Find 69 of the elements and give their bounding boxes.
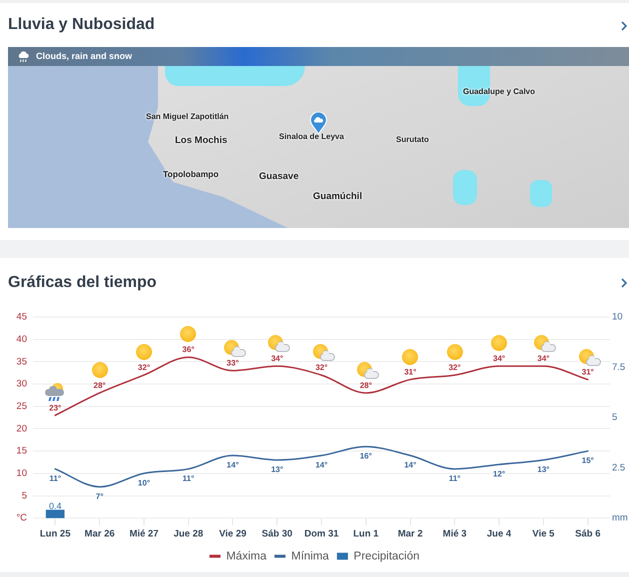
data-label: 0.4	[48, 501, 62, 512]
x-tick-label: Mié 3	[442, 528, 467, 540]
data-label: 34°	[492, 354, 506, 364]
x-tick-label: Mié 27	[129, 528, 158, 540]
data-label: 14°	[404, 460, 416, 470]
data-label: 31°	[582, 368, 594, 377]
y-tick-label: 30	[16, 378, 27, 390]
text: Guadalupe y Calvo	[463, 87, 536, 97]
x-tick-label: Sáb 30	[262, 528, 292, 540]
y2-tick-label: 10	[612, 312, 623, 323]
x-tick-label: Lun 1	[353, 528, 380, 540]
text: Clouds, rain and snow	[36, 50, 132, 62]
data-label: 13°	[271, 465, 284, 474]
data-label: 12°	[492, 469, 506, 478]
data-label: 32°	[138, 363, 150, 372]
data-label: 28°	[360, 380, 372, 390]
data-label: 33°	[226, 358, 239, 368]
text: Guamúchil	[313, 191, 362, 203]
y2-tick-label: 7.5	[612, 362, 626, 373]
legend-label: Máxima	[226, 550, 268, 562]
x-tick-label: Vie 5	[532, 528, 556, 540]
y2-tick-label: 5	[612, 412, 618, 424]
data-label: 32°	[315, 363, 328, 372]
data-label: 34°	[537, 354, 550, 364]
data-label: 11°	[49, 474, 62, 483]
y-tick-label: 5	[22, 490, 27, 502]
data-label: 13°	[537, 465, 550, 474]
y-tick-label: 10	[16, 468, 27, 480]
y-tick-label: °C	[16, 512, 28, 524]
y-tick-label: 45	[16, 312, 27, 323]
data-label: 34°	[271, 354, 284, 364]
x-tick-label: Vie 29	[219, 528, 246, 540]
y2-tick-label: mm	[612, 512, 628, 524]
y-tick-label: 40	[16, 334, 27, 345]
data-label: 14°	[226, 460, 239, 470]
data-label: 16°	[360, 452, 372, 461]
y-tick-label: 25	[16, 401, 27, 412]
text: Sinaloa de Leyva	[279, 132, 344, 142]
x-tick-label: Jue 4	[486, 528, 512, 540]
y-tick-label: 35	[16, 356, 27, 368]
x-tick-label: Mar 2	[398, 528, 423, 540]
y-tick-label: 20	[16, 423, 27, 434]
y-tick-label: 15	[16, 446, 27, 457]
x-tick-label: Sáb 6	[575, 528, 600, 540]
data-label: 11°	[182, 474, 194, 483]
data-label: 14°	[315, 460, 328, 470]
text: Topolobampo	[163, 168, 219, 180]
text: San Miguel Zapotitlán	[146, 112, 229, 122]
data-label: 23°	[49, 403, 62, 412]
text: Guasave	[259, 171, 299, 183]
x-tick-label: Jue 28	[174, 528, 204, 540]
text: Los Mochis	[175, 135, 228, 147]
x-tick-label: Lun 25	[40, 528, 72, 540]
data-label: 11°	[448, 474, 460, 483]
x-tick-label: Dom 31	[304, 528, 340, 540]
chart-title: Gráficas del tiempo	[8, 273, 156, 292]
data-label: 31°	[404, 368, 416, 377]
x-tick-label: Mar 26	[84, 528, 115, 540]
data-label: 32°	[448, 363, 461, 372]
data-label: 36°	[182, 345, 194, 354]
data-label: 15°	[582, 456, 594, 466]
data-label: 28°	[94, 380, 106, 390]
legend-label: Precipitación	[354, 550, 420, 562]
data-label: 10°	[138, 478, 150, 488]
text: Surutato	[396, 135, 429, 145]
data-label: 7°	[96, 492, 104, 501]
legend-label: Mínima	[291, 550, 330, 562]
y2-tick-label: 2.5	[612, 462, 626, 474]
text: Lluvia y Nubosidad	[8, 15, 155, 34]
